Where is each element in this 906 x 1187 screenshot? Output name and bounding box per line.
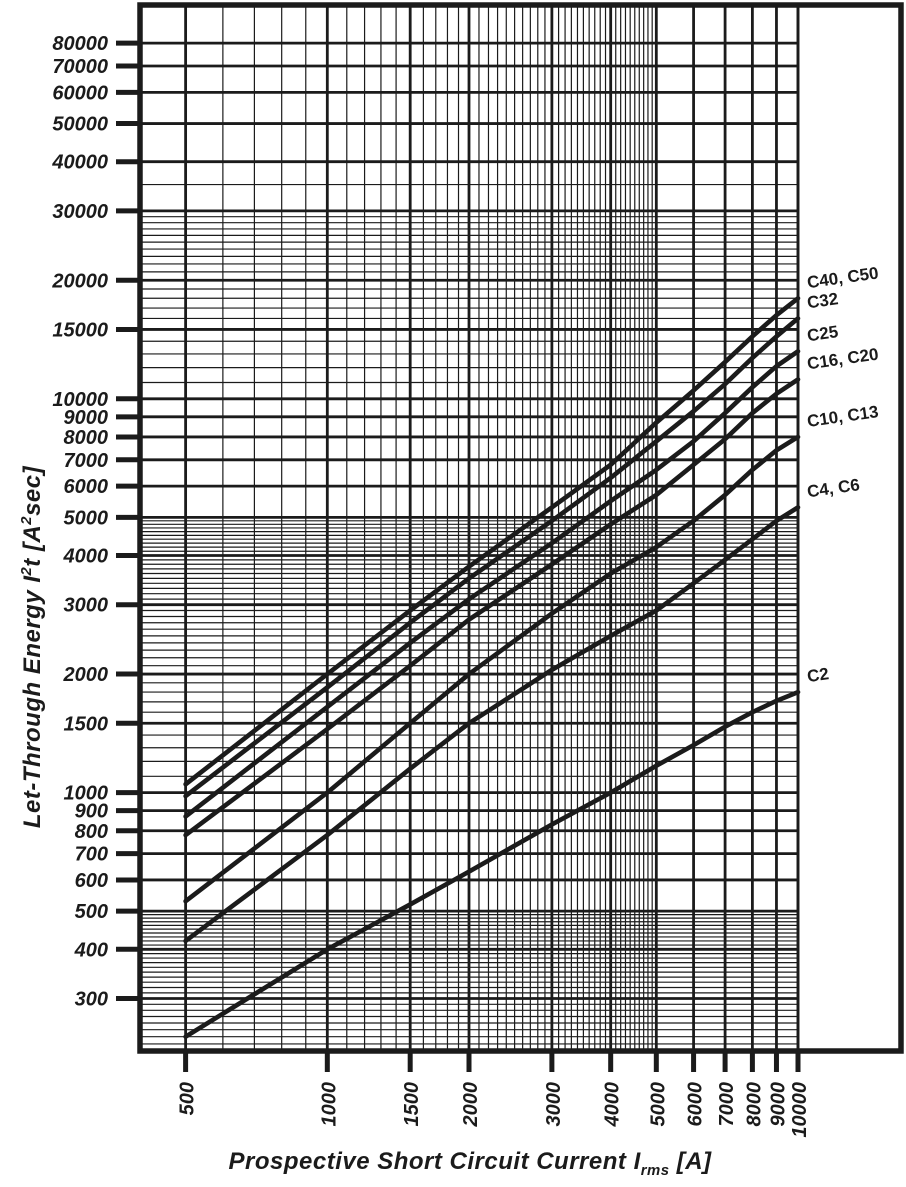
curve-C32 [183, 316, 801, 799]
y-tick-label: 1000 [64, 783, 109, 805]
curve-label: C2 [806, 664, 830, 686]
y-tick-label: 600 [75, 870, 108, 892]
y-tick-label: 4000 [63, 546, 109, 568]
y-major-gridlines [116, 40, 798, 1001]
y-tick-label: 70000 [52, 56, 108, 78]
x-tick-label: 8000 [743, 1082, 765, 1127]
x-axis-title: Prospective Short Circuit Current Irms [… [140, 1148, 800, 1179]
y-tick-label: 80000 [52, 33, 108, 55]
y-axis-title: Let-Through Energy I2t [A2sec] [19, 327, 47, 967]
curve-label: C32 [806, 289, 840, 312]
curve-label: C25 [806, 322, 840, 345]
y-tick-label: 300 [75, 989, 108, 1011]
y-tick-label: 400 [74, 939, 108, 961]
y-tick-label: 500 [75, 901, 108, 923]
y-tick-label: 9000 [64, 407, 109, 429]
y-tick-label: 1500 [64, 713, 109, 735]
curve-label: C4, C6 [806, 475, 861, 501]
y-tick-label: 50000 [52, 114, 108, 136]
curve-C16-C20 [183, 377, 801, 838]
y-tick-label: 20000 [51, 270, 108, 292]
chart-frame [137, 2, 904, 1054]
x-axis-title-text-2: [A] [669, 1148, 712, 1175]
y-tick-label: 60000 [52, 82, 108, 104]
y-axis-title-text: Let-Through Energy I [19, 575, 46, 829]
y-tick-label: 2000 [63, 664, 109, 686]
curve-C2 [183, 689, 801, 1039]
x-tick-label: 7000 [716, 1082, 738, 1127]
curve-label: C10, C13 [806, 402, 880, 431]
x-tick-label: 1000 [318, 1082, 340, 1127]
x-tick-labels: 500 1000 1500 2000 3000 4000 5000 6000 7000 8000 9… [177, 1082, 811, 1138]
y-tick-label: 800 [75, 821, 108, 843]
y-tick-label: 40000 [51, 152, 108, 174]
y-tick-label: 10000 [52, 389, 108, 411]
y-tick-label: 30000 [52, 201, 108, 223]
y-tick-label: 15000 [52, 319, 108, 341]
y-tick-label: 8000 [64, 427, 109, 449]
curve-C4-C6 [183, 505, 801, 944]
y-tick-label: 6000 [64, 476, 109, 498]
y-tick-label: 3000 [64, 595, 109, 617]
y-axis-title-sup-1: 2 [19, 566, 35, 576]
x-tick-label: 9000 [767, 1082, 789, 1127]
y-axis-title-text-2: t [A [19, 524, 46, 567]
x-axis-title-text: Prospective Short Circuit Current I [228, 1148, 641, 1175]
x-tick-label: 4000 [602, 1082, 624, 1128]
curves [183, 295, 801, 1039]
x-tick-label: 2000 [460, 1082, 482, 1128]
x-tick-label: 1500 [401, 1082, 423, 1127]
x-axis-title-sub: rms [640, 1162, 670, 1179]
y-tick-label: 900 [75, 801, 108, 823]
y-tick-label: 7000 [64, 450, 109, 472]
curve-C25 [183, 349, 801, 819]
y-axis-title-sup-2: 2 [19, 515, 35, 525]
curve-label: C16, C20 [806, 345, 880, 374]
x-tick-label: 500 [177, 1082, 199, 1115]
x-tick-label: 3000 [543, 1082, 565, 1127]
curve-C40-C50 [183, 295, 801, 787]
y-tick-label: 700 [75, 844, 108, 866]
y-tick-label: 5000 [64, 507, 109, 529]
curve-label: C40, C50 [806, 263, 880, 292]
x-tick-label: 5000 [647, 1082, 669, 1127]
curve-C10-C13 [183, 434, 801, 904]
x-major-gridlines [183, 5, 801, 1072]
x-tick-label: 10000 [789, 1082, 811, 1138]
y-axis-title-text-3: sec] [19, 465, 46, 516]
x-tick-label: 6000 [685, 1082, 707, 1127]
